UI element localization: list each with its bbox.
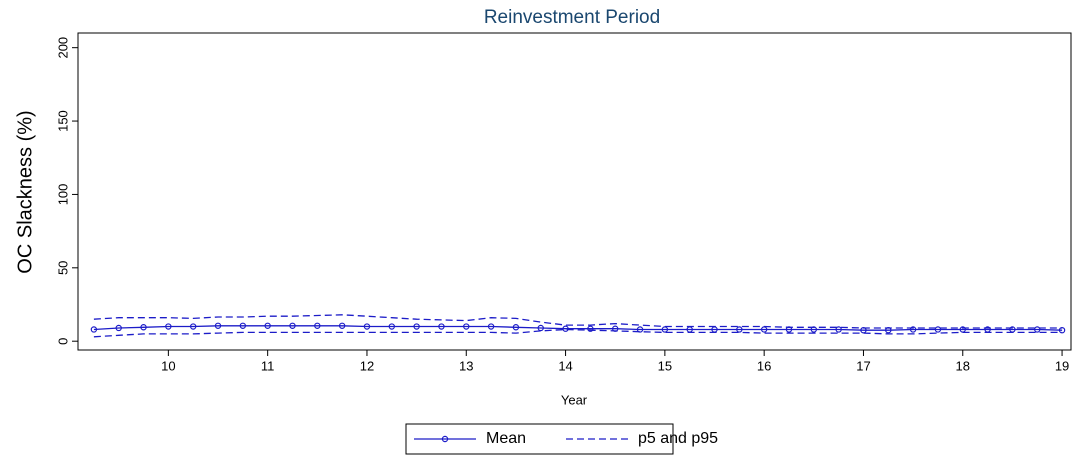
series-line <box>93 314 1063 329</box>
point <box>189 323 197 330</box>
y-tick-label: 100 <box>55 184 70 206</box>
x-axis-label: Year <box>561 392 588 407</box>
x-tick-label: 15 <box>658 358 672 373</box>
point <box>165 323 172 330</box>
point <box>636 326 644 333</box>
y-tick-label: 200 <box>55 37 70 59</box>
point <box>1034 326 1041 333</box>
y-axis-label: OC Slackness (%) <box>14 110 36 273</box>
point <box>438 323 445 330</box>
y-tick-label: 150 <box>55 110 70 132</box>
point <box>463 323 470 330</box>
plot-frame <box>77 32 1072 351</box>
point <box>537 324 544 332</box>
point <box>239 322 247 329</box>
point <box>562 325 569 332</box>
point <box>214 322 222 329</box>
point <box>264 322 271 329</box>
point <box>512 324 520 331</box>
point <box>587 325 594 332</box>
legend-marker <box>441 435 449 443</box>
point <box>487 323 495 330</box>
y-tick-label: 50 <box>55 261 70 275</box>
x-tick-label: 17 <box>856 358 870 373</box>
x-tick-label: 11 <box>261 358 275 373</box>
x-tick-label: 19 <box>1055 358 1069 373</box>
x-tick-label: 16 <box>757 358 771 373</box>
x-tick-label: 10 <box>161 358 175 373</box>
x-tick-label: 14 <box>558 358 572 373</box>
legend-label: p5 and p95 <box>638 430 718 447</box>
x-tick-label: 18 <box>956 358 970 373</box>
point <box>314 322 321 329</box>
point <box>909 326 917 333</box>
point <box>934 326 942 333</box>
chart-title: Reinvestment Period <box>484 7 660 28</box>
point <box>363 323 371 330</box>
x-tick-label: 12 <box>360 358 374 373</box>
point <box>338 322 346 329</box>
point <box>388 323 395 330</box>
point <box>115 324 122 332</box>
point <box>835 326 842 333</box>
point <box>413 323 420 330</box>
legend-label: Mean <box>486 430 526 447</box>
point <box>90 326 98 333</box>
x-tick-label: 13 <box>459 358 473 373</box>
series-line <box>93 325 1063 331</box>
point <box>736 326 743 333</box>
series-line <box>93 328 1063 338</box>
point <box>140 324 147 331</box>
point <box>289 322 296 329</box>
y-tick-label: 0 <box>55 338 70 345</box>
